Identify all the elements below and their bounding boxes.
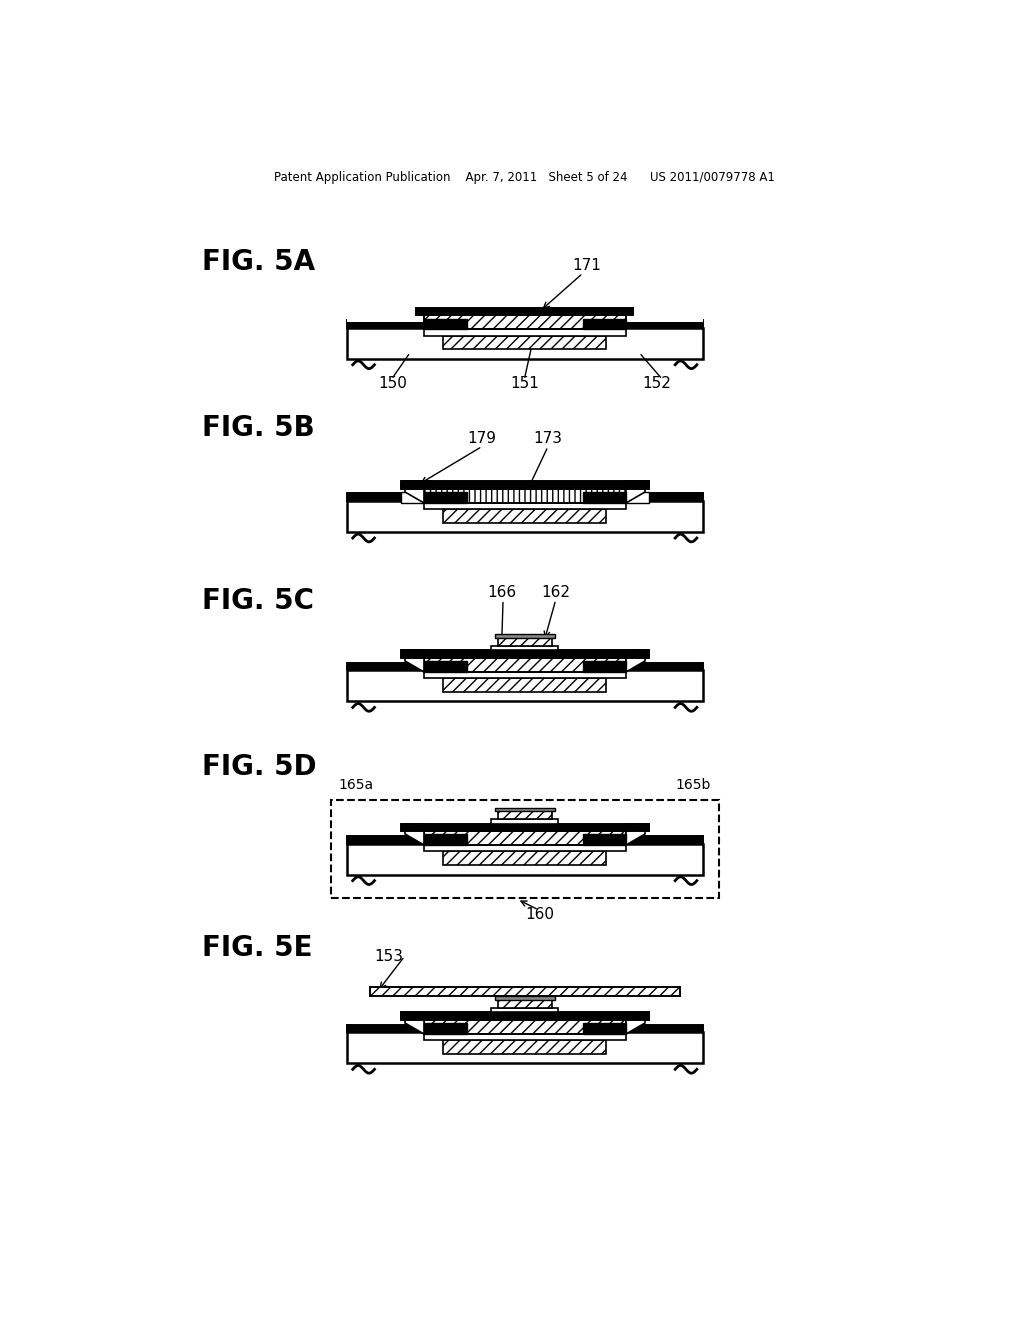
- Bar: [424, 488, 626, 503]
- Text: FIG. 5B: FIG. 5B: [202, 414, 314, 442]
- Bar: [400, 651, 649, 659]
- Polygon shape: [404, 651, 424, 672]
- Bar: [346, 843, 703, 875]
- Bar: [346, 1024, 703, 1032]
- Bar: [583, 661, 626, 672]
- Text: 160: 160: [525, 907, 555, 923]
- Text: 165a: 165a: [339, 777, 374, 792]
- Text: 173: 173: [534, 432, 562, 446]
- Text: FIG. 5A: FIG. 5A: [202, 248, 314, 276]
- Bar: [626, 492, 649, 503]
- Bar: [424, 315, 626, 330]
- Bar: [424, 659, 626, 672]
- Bar: [583, 834, 626, 845]
- Bar: [492, 818, 558, 824]
- Bar: [424, 832, 626, 845]
- Bar: [443, 1040, 606, 1053]
- Bar: [400, 1012, 649, 1020]
- Bar: [424, 503, 626, 508]
- Text: 166: 166: [487, 585, 516, 599]
- Text: Patent Application Publication    Apr. 7, 2011   Sheet 5 of 24      US 2011/0079: Patent Application Publication Apr. 7, 2…: [274, 172, 775, 185]
- Bar: [606, 313, 703, 322]
- Polygon shape: [626, 1012, 645, 1034]
- Bar: [424, 1034, 626, 1040]
- Bar: [400, 480, 649, 488]
- Bar: [424, 672, 626, 678]
- Bar: [495, 808, 555, 812]
- Bar: [424, 1023, 467, 1034]
- Bar: [498, 1001, 552, 1007]
- Bar: [424, 845, 626, 851]
- Bar: [346, 494, 703, 502]
- Bar: [346, 313, 443, 322]
- Polygon shape: [626, 480, 645, 503]
- Polygon shape: [404, 1012, 424, 1034]
- Text: 165b: 165b: [676, 777, 711, 792]
- Bar: [346, 671, 703, 701]
- Bar: [346, 502, 703, 532]
- Bar: [492, 645, 558, 651]
- Bar: [424, 661, 467, 672]
- Text: 162: 162: [542, 585, 570, 599]
- Bar: [346, 1032, 703, 1063]
- Bar: [424, 1020, 626, 1034]
- Bar: [346, 321, 703, 327]
- Bar: [417, 308, 633, 315]
- Polygon shape: [404, 480, 424, 503]
- Text: 152: 152: [642, 376, 671, 391]
- Bar: [370, 987, 680, 997]
- Bar: [443, 851, 606, 866]
- Bar: [424, 492, 467, 503]
- Text: 153: 153: [375, 949, 403, 964]
- Bar: [424, 318, 467, 330]
- Bar: [495, 635, 555, 638]
- Text: 179: 179: [468, 432, 497, 446]
- Text: 151: 151: [510, 376, 540, 391]
- Text: FIG. 5C: FIG. 5C: [202, 587, 313, 615]
- Bar: [492, 1007, 558, 1012]
- Bar: [498, 638, 552, 645]
- Bar: [498, 812, 552, 818]
- Bar: [346, 327, 703, 359]
- Bar: [424, 834, 467, 845]
- Text: FIG. 5D: FIG. 5D: [202, 752, 316, 780]
- Bar: [400, 492, 424, 503]
- Bar: [583, 492, 626, 503]
- Bar: [495, 997, 555, 1001]
- Text: 171: 171: [572, 259, 601, 273]
- Text: 150: 150: [379, 376, 408, 391]
- Bar: [400, 824, 649, 832]
- Bar: [583, 1023, 626, 1034]
- Bar: [583, 318, 626, 330]
- Bar: [424, 330, 626, 335]
- Polygon shape: [626, 824, 645, 845]
- Polygon shape: [626, 651, 645, 672]
- Bar: [346, 836, 703, 843]
- Polygon shape: [404, 824, 424, 845]
- Bar: [331, 800, 719, 898]
- Bar: [443, 508, 606, 523]
- Bar: [443, 678, 606, 692]
- Bar: [346, 663, 703, 671]
- Text: FIG. 5E: FIG. 5E: [202, 933, 312, 962]
- Bar: [443, 335, 606, 350]
